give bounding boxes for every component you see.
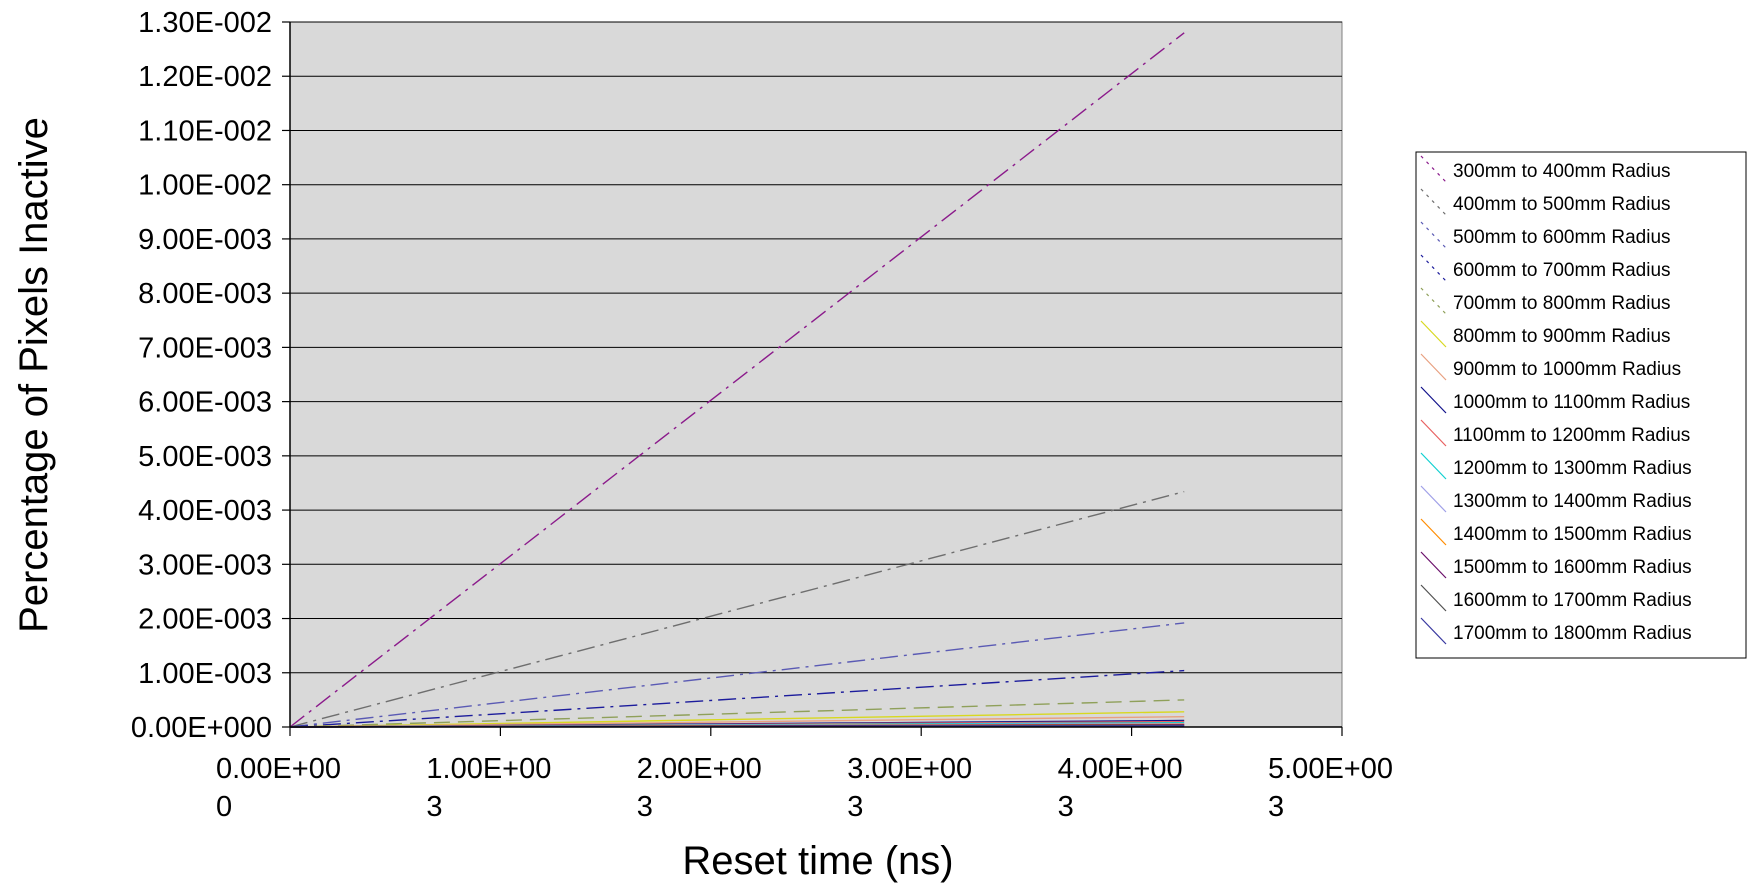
y-tick-label: 2.00E-003	[138, 604, 272, 636]
x-tick-label: 4.00E+00	[1058, 753, 1183, 785]
series-line	[289, 622, 1185, 728]
axes	[282, 21, 1343, 736]
legend-swatch	[1420, 617, 1447, 645]
legend-label: 1700mm to 1800mm Radius	[1453, 623, 1692, 644]
legend-label: 300mm to 400mm Radius	[1453, 161, 1671, 182]
legend-label: 400mm to 500mm Radius	[1453, 194, 1671, 215]
y-axis-title: Percentage of Pixels Inactive	[12, 117, 56, 633]
y-tick-label: 0.00E+000	[131, 712, 272, 744]
legend-swatch	[1420, 320, 1447, 348]
legend-swatch	[1420, 254, 1447, 282]
legend-swatch	[1420, 485, 1447, 513]
legend-label: 600mm to 700mm Radius	[1453, 260, 1671, 281]
legend-items: 300mm to 400mm Radius 400mm to 500mm Radi…	[1420, 155, 1692, 645]
y-tick-label: 4.00E-003	[138, 495, 272, 527]
gridlines	[290, 21, 1342, 674]
legend-label: 1100mm to 1200mm Radius	[1453, 425, 1690, 446]
x-tick-label-exponent: 3	[637, 791, 653, 823]
plot-area	[289, 21, 1343, 728]
series-line	[289, 711, 1185, 728]
legend-swatch	[1420, 287, 1447, 315]
legend-swatch	[1420, 221, 1447, 249]
series-line	[289, 699, 1185, 728]
legend-label: 1500mm to 1600mm Radius	[1453, 557, 1692, 578]
y-tick-label: 1.00E-003	[138, 658, 272, 690]
legend-swatch	[1420, 551, 1447, 579]
y-tick-label: 3.00E-003	[138, 549, 272, 581]
series-line	[289, 669, 1185, 728]
x-axis-title: Reset time (ns)	[682, 839, 953, 883]
legend-label: 500mm to 600mm Radius	[1453, 227, 1671, 248]
legend: 300mm to 400mm Radius 400mm to 500mm Radi…	[1415, 151, 1747, 659]
legend-swatch	[1420, 518, 1447, 546]
y-tick-labels: 0.00E+000 1.00E-003 2.00E-003 3.00E-003 4.00…	[131, 7, 272, 744]
legend-label: 1200mm to 1300mm Radius	[1453, 458, 1692, 479]
y-tick-label: 9.00E-003	[138, 224, 272, 256]
legend-label: 1000mm to 1100mm Radius	[1453, 392, 1690, 413]
legend-swatch	[1420, 386, 1447, 414]
legend-label: 1300mm to 1400mm Radius	[1453, 491, 1692, 512]
legend-label: 900mm to 1000mm Radius	[1453, 359, 1681, 380]
x-tick-label-exponent: 3	[847, 791, 863, 823]
legend-label: 700mm to 800mm Radius	[1453, 293, 1671, 314]
x-tick-label-exponent: 3	[1058, 791, 1074, 823]
legend-swatch	[1420, 419, 1447, 447]
series-line	[289, 32, 1185, 728]
y-tick-label: 1.20E-002	[138, 61, 272, 93]
x-tick-labels: 0.00E+00 0 1.00E+00 3 2.00E+00 3 3.00E+00 3 4.00…	[216, 753, 1393, 823]
y-tick-label: 1.30E-002	[138, 7, 272, 39]
y-tick-label: 7.00E-003	[138, 332, 272, 364]
x-tick-label-exponent: 3	[426, 791, 442, 823]
series-line	[289, 490, 1185, 728]
legend-label: 1400mm to 1500mm Radius	[1453, 524, 1692, 545]
x-tick-label-exponent: 0	[216, 791, 232, 823]
legend-swatch	[1420, 155, 1447, 183]
x-tick-label-exponent: 3	[1268, 791, 1284, 823]
legend-swatch	[1420, 584, 1447, 612]
legend-swatch	[1420, 452, 1447, 480]
y-tick-label: 8.00E-003	[138, 278, 272, 310]
legend-box	[1415, 151, 1747, 659]
x-tick-label: 5.00E+00	[1268, 753, 1393, 785]
x-tick-label: 3.00E+00	[847, 753, 972, 785]
legend-label: 1600mm to 1700mm Radius	[1453, 590, 1692, 611]
x-tick-label: 0.00E+00	[216, 753, 341, 785]
y-tick-label: 5.00E-003	[138, 441, 272, 473]
x-tick-label: 1.00E+00	[426, 753, 551, 785]
legend-label: 800mm to 900mm Radius	[1453, 326, 1671, 347]
y-tick-label: 1.00E-002	[138, 170, 272, 202]
legend-swatch	[1420, 188, 1447, 216]
x-tick-label: 2.00E+00	[637, 753, 762, 785]
y-tick-label: 6.00E-003	[138, 387, 272, 419]
legend-swatch	[1420, 353, 1447, 381]
y-tick-label: 1.10E-002	[138, 115, 272, 147]
